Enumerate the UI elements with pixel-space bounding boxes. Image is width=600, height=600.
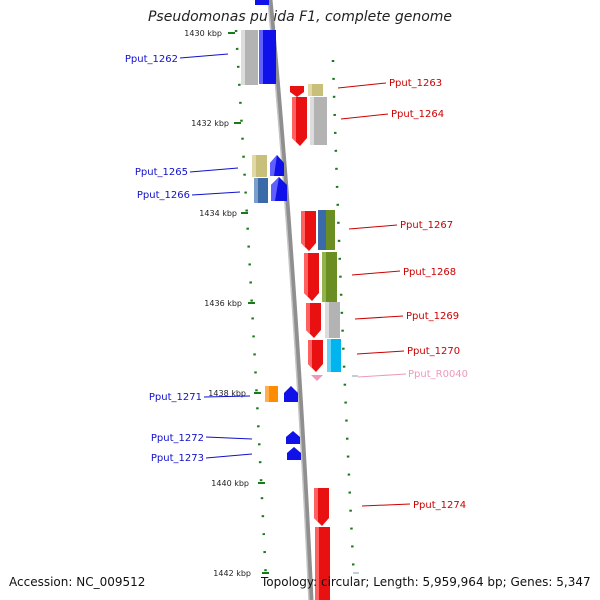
scale-label-1434: 1434 kbp (199, 209, 237, 218)
label-Pput_1262[interactable]: Pput_1262 (125, 54, 178, 65)
label-Pput_1273[interactable]: Pput_1273 (151, 453, 204, 464)
leader-Pput_1270 (356, 350, 405, 355)
scale-label-1442: 1442 kbp (213, 569, 251, 578)
gene-Pput_1273[interactable] (287, 447, 301, 460)
label-Pput_1264[interactable]: Pput_1264 (391, 109, 444, 120)
leader-Pput_1263 (337, 82, 387, 89)
genome-summary: Topology: circular; Length: 5,959,964 bp… (261, 575, 591, 589)
scale-label-1438: 1438 kbp (208, 389, 246, 398)
gene-Pput_R0040[interactable] (311, 375, 323, 381)
label-Pput_1266[interactable]: Pput_1266 (137, 190, 190, 201)
label-Pput_1268[interactable]: Pput_1268 (403, 267, 456, 278)
leader-Pput_1266 (191, 191, 241, 196)
gene-Pput_1265[interactable] (252, 155, 284, 177)
leader-Pput_1271 (203, 395, 251, 398)
gene-Pput_1271[interactable] (265, 386, 298, 402)
scale-ticks (228, 32, 269, 574)
forward-gene-partial-top (255, 0, 269, 5)
leader-Pput_1272 (205, 436, 253, 440)
leader-Pput_1269 (354, 315, 404, 320)
label-Pput_1265[interactable]: Pput_1265 (135, 167, 188, 178)
leader-Pput_1274 (361, 503, 411, 507)
gene-Pput_1262[interactable] (241, 30, 276, 85)
scale-label-1432: 1432 kbp (191, 119, 229, 128)
scale-label-1436: 1436 kbp (204, 299, 242, 308)
gene-Pput_1266[interactable] (254, 177, 287, 203)
leader-Pput_1262 (179, 53, 229, 59)
accession-label: Accession: NC_009512 (9, 575, 146, 589)
label-Pput_1274[interactable]: Pput_1274 (413, 500, 466, 511)
genome-backbone (267, 0, 314, 600)
leader-Pput_R0040 (357, 373, 407, 378)
label-Pput_R0040[interactable]: Pput_R0040 (408, 369, 468, 380)
label-Pput_1263[interactable]: Pput_1263 (389, 78, 442, 89)
gene-Pput_1264[interactable] (292, 97, 327, 146)
map-title: Pseudomonas putida F1, complete genome (147, 9, 453, 25)
label-Pput_1272[interactable]: Pput_1272 (151, 433, 204, 444)
label-Pput_1269[interactable]: Pput_1269 (406, 311, 459, 322)
leader-Pput_1268 (351, 270, 401, 276)
inner-guide-left (234, 29, 268, 581)
gene-Pput_1274[interactable] (314, 488, 330, 600)
scale-label-1430: 1430 kbp (184, 29, 222, 38)
scale-label-1440: 1440 kbp (211, 479, 249, 488)
gene-Pput_1269[interactable] (306, 302, 340, 338)
leader-Pput_1265 (189, 167, 239, 173)
label-Pput_1271[interactable]: Pput_1271 (149, 392, 202, 403)
gene-Pput_1268[interactable] (304, 252, 337, 302)
leader-Pput_1264 (340, 113, 389, 120)
label-Pput_1267[interactable]: Pput_1267 (400, 220, 453, 231)
leader-Pput_1267 (348, 224, 398, 230)
gene-Pput_1263[interactable] (290, 84, 323, 97)
gene-Pput_1272[interactable] (286, 431, 300, 444)
label-Pput_1270[interactable]: Pput_1270 (407, 346, 460, 357)
gene-Pput_1270[interactable] (308, 339, 341, 372)
leader-Pput_1273 (205, 453, 253, 459)
gene-Pput_1267[interactable] (301, 210, 335, 251)
